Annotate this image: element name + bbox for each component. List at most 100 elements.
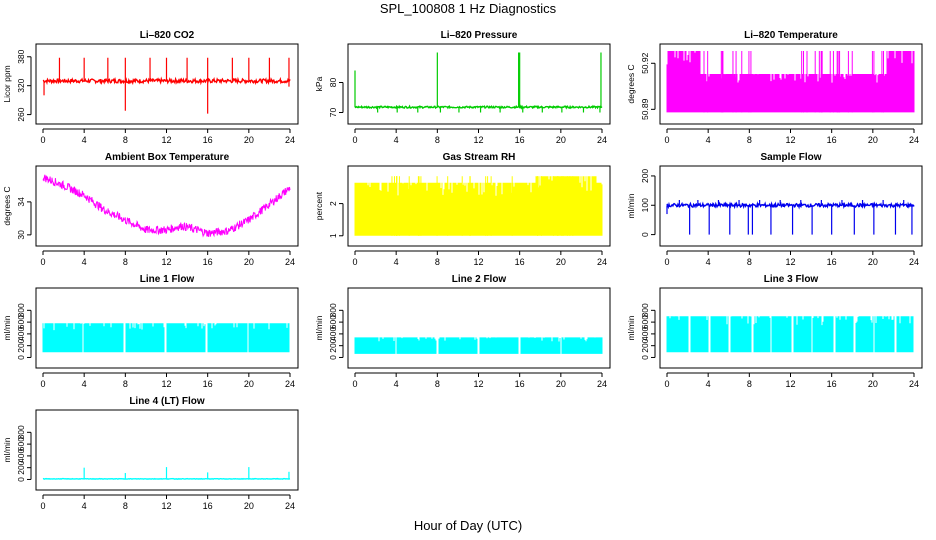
x-tick-label: 12 <box>473 257 483 267</box>
y-tick-label: 600 <box>640 315 650 329</box>
x-tick-label: 8 <box>435 135 440 145</box>
y-axis-label: degrees C <box>626 64 636 103</box>
y-tick-label: 400 <box>640 327 650 341</box>
x-tick-label: 16 <box>203 501 213 511</box>
x-tick-label: 16 <box>515 379 525 389</box>
series-line <box>666 201 915 210</box>
y-tick-label: 200 <box>328 338 338 352</box>
x-tick-label: 24 <box>909 135 919 145</box>
x-tick-label: 4 <box>82 135 87 145</box>
x-tick-label: 24 <box>597 257 607 267</box>
panel-3: Ambient Box Temperature 0 4 8 12 16 20 24 30 34 de… <box>2 152 299 267</box>
x-tick-label: 8 <box>435 379 440 389</box>
x-tick-label: 12 <box>473 135 483 145</box>
figure-x-axis-label: Hour of Day (UTC) <box>413 518 523 533</box>
x-tick-label: 4 <box>82 501 87 511</box>
x-tick-label: 12 <box>161 379 171 389</box>
x-tick-label: 20 <box>868 135 878 145</box>
y-tick-label: 380 <box>16 49 26 63</box>
y-axis-label: ml/min <box>626 315 636 340</box>
x-tick-label: 24 <box>597 135 607 145</box>
y-tick-label: 50.89 <box>640 98 650 120</box>
y-axis-label: kPa <box>314 76 324 91</box>
y-axis-label: ml/min <box>626 193 636 218</box>
y-tick-label: 70 <box>328 108 338 118</box>
x-tick-label: 24 <box>285 257 295 267</box>
x-tick-label: 0 <box>352 257 357 267</box>
y-tick-label: 80 <box>328 78 338 88</box>
x-tick-label: 24 <box>909 257 919 267</box>
y-axis-label: degrees C <box>2 186 12 225</box>
y-tick-label: 400 <box>328 327 338 341</box>
panel-2: Li–820 Temperature 0 4 8 12 16 20 24 50.89 50.92 d… <box>626 30 923 145</box>
x-tick-label: 4 <box>706 257 711 267</box>
x-tick-label: 16 <box>515 135 525 145</box>
panel-title: Sample Flow <box>760 152 821 163</box>
plot-frame <box>35 43 299 125</box>
x-tick-label: 20 <box>244 257 254 267</box>
x-tick-label: 16 <box>515 257 525 267</box>
x-tick-label: 0 <box>40 135 45 145</box>
x-tick-label: 16 <box>203 257 213 267</box>
x-tick-label: 20 <box>244 135 254 145</box>
x-tick-label: 0 <box>352 135 357 145</box>
y-tick-label: 0 <box>640 232 650 237</box>
x-tick-label: 20 <box>556 257 566 267</box>
figure-title: SPL_100808 1 Hz Diagnostics <box>379 1 557 16</box>
plot-frame <box>659 165 923 247</box>
x-tick-label: 12 <box>161 501 171 511</box>
panel-title: Gas Stream RH <box>443 152 516 163</box>
x-tick-label: 20 <box>556 379 566 389</box>
x-tick-label: 0 <box>40 501 45 511</box>
x-tick-label: 0 <box>664 257 669 267</box>
x-tick-label: 4 <box>394 379 399 389</box>
y-axis-label: Licor ppm <box>2 65 12 102</box>
y-tick-label: 260 <box>16 107 26 121</box>
panel-title: Li–820 Temperature <box>744 30 838 41</box>
y-tick-label: 600 <box>16 315 26 329</box>
x-tick-label: 24 <box>285 135 295 145</box>
x-tick-label: 8 <box>123 257 128 267</box>
plot-frame <box>35 409 299 491</box>
x-tick-label: 4 <box>82 379 87 389</box>
y-axis-label: ml/min <box>2 315 12 340</box>
y-tick-label: 200 <box>640 338 650 352</box>
y-tick-label: 600 <box>328 315 338 329</box>
plot-frame <box>347 165 611 247</box>
x-tick-label: 20 <box>244 379 254 389</box>
plot-frame <box>35 287 299 369</box>
y-tick-label: 800 <box>16 425 26 439</box>
y-tick-label: 200 <box>16 338 26 352</box>
x-tick-label: 4 <box>706 379 711 389</box>
plot-frame <box>347 43 611 125</box>
y-tick-label: 34 <box>16 197 26 207</box>
x-tick-label: 8 <box>747 135 752 145</box>
x-tick-label: 24 <box>285 501 295 511</box>
plot-frame <box>35 165 299 247</box>
panel-title: Line 2 Flow <box>452 274 507 285</box>
y-tick-label: 400 <box>16 449 26 463</box>
x-tick-label: 24 <box>597 379 607 389</box>
y-tick-label: 0 <box>328 355 338 360</box>
x-tick-label: 24 <box>285 379 295 389</box>
y-axis-label: percent <box>314 191 324 220</box>
y-tick-label: 800 <box>328 303 338 317</box>
y-tick-label: 400 <box>16 327 26 341</box>
y-tick-label: 30 <box>16 230 26 240</box>
x-tick-label: 4 <box>394 135 399 145</box>
y-tick-label: 0 <box>16 477 26 482</box>
y-tick-label: 800 <box>640 303 650 317</box>
x-tick-label: 16 <box>827 379 837 389</box>
y-tick-label: 0 <box>16 355 26 360</box>
y-tick-label: 600 <box>16 437 26 451</box>
x-tick-label: 0 <box>40 257 45 267</box>
panel-1: Li–820 Pressure 0 4 8 12 16 20 24 70 80 kPa <box>314 30 611 145</box>
y-tick-label: 50.92 <box>640 52 650 74</box>
panel-title: Li–820 Pressure <box>441 30 518 41</box>
panel-title: Ambient Box Temperature <box>105 152 230 163</box>
y-tick-label: 0 <box>640 355 650 360</box>
